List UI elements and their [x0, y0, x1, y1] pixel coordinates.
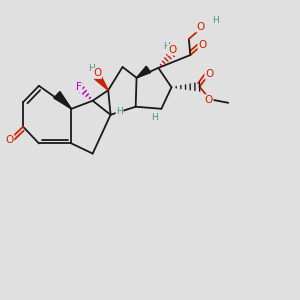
- Text: H: H: [116, 107, 123, 116]
- Text: H: H: [88, 64, 95, 73]
- Text: H: H: [163, 42, 170, 51]
- Polygon shape: [136, 66, 151, 78]
- Text: O: O: [205, 95, 213, 105]
- Text: O: O: [198, 40, 206, 50]
- Text: O: O: [93, 68, 101, 78]
- Text: H: H: [212, 16, 218, 25]
- Polygon shape: [54, 92, 71, 109]
- Text: O: O: [168, 45, 176, 55]
- Text: H: H: [152, 113, 158, 122]
- Text: O: O: [205, 69, 213, 79]
- Polygon shape: [94, 74, 108, 90]
- Text: F: F: [76, 82, 82, 92]
- Text: O: O: [196, 22, 205, 32]
- Text: O: O: [5, 134, 14, 145]
